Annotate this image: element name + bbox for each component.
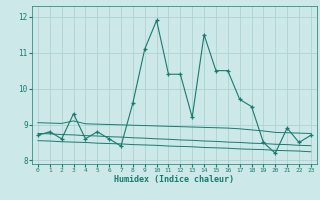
X-axis label: Humidex (Indice chaleur): Humidex (Indice chaleur) [115,175,234,184]
